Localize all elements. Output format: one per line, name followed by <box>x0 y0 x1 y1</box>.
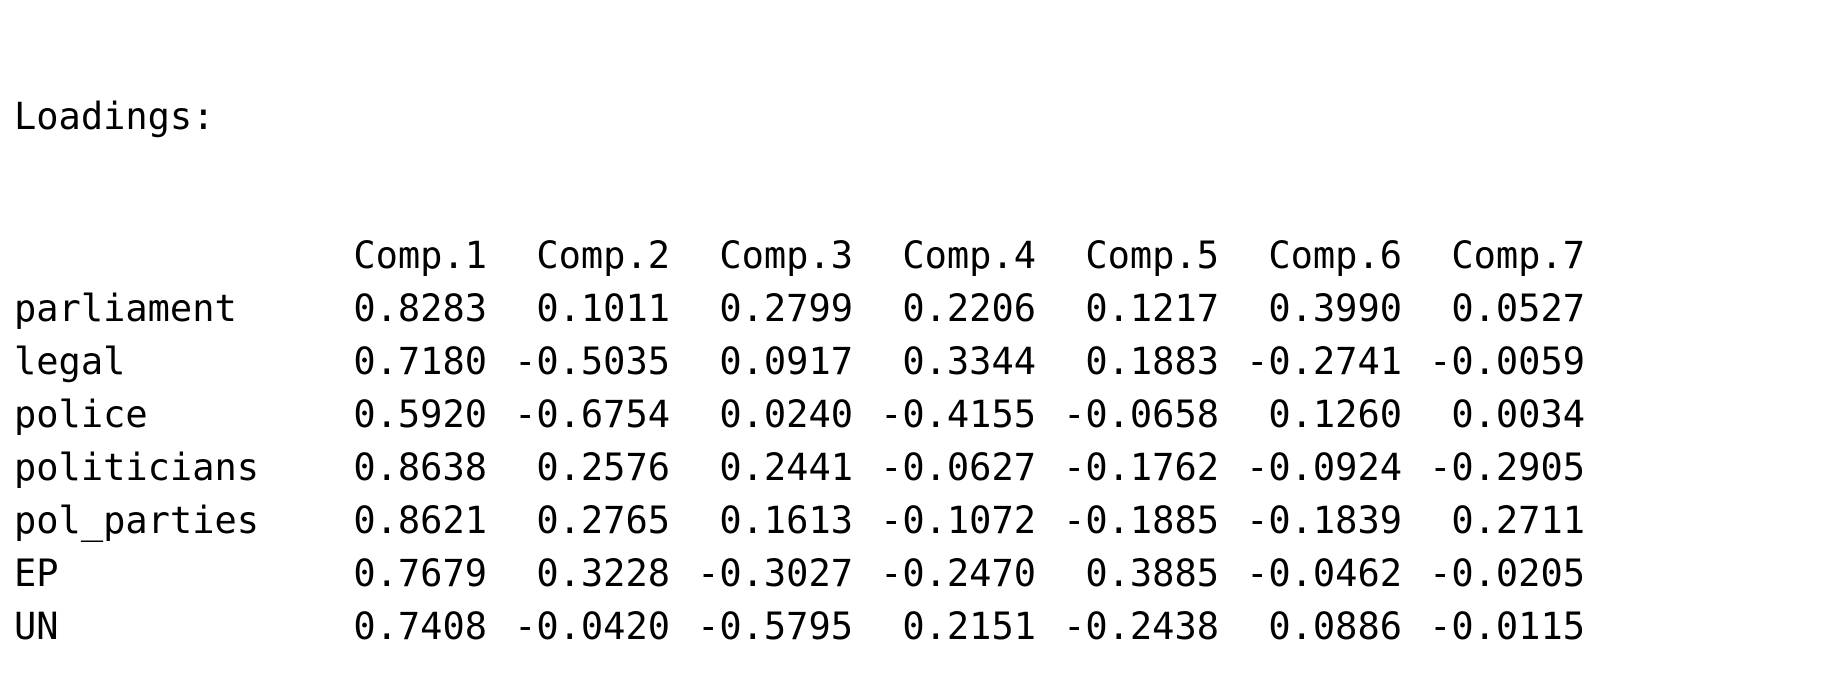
row-label: pol_parties <box>14 499 260 542</box>
table-cell: 0.7408 <box>353 605 487 648</box>
row-label: parliament <box>14 287 237 330</box>
corner-cell <box>14 229 304 282</box>
table-row: politicians 0.8638 0.2576 0.2441 -0.0627… <box>14 441 1585 494</box>
row-label: UN <box>14 605 59 648</box>
table-cell: 0.0886 <box>1268 605 1402 648</box>
table-cell: 0.3228 <box>536 552 670 595</box>
table-cell: -0.3027 <box>697 552 853 595</box>
column-header: Comp.4 <box>902 234 1036 277</box>
table-cell: -0.2438 <box>1063 605 1219 648</box>
row-label: EP <box>14 552 59 595</box>
column-header: Comp.3 <box>719 234 853 277</box>
row-label: legal <box>14 340 126 383</box>
row-label: politicians <box>14 446 260 489</box>
table-cell: 0.2206 <box>902 287 1036 330</box>
table-cell: -0.0924 <box>1246 446 1402 489</box>
row-label: police <box>14 393 148 436</box>
table-cell: -0.1072 <box>880 499 1036 542</box>
table-cell: 0.0034 <box>1451 393 1585 436</box>
table-cell: -0.1762 <box>1063 446 1219 489</box>
table-cell: -0.0205 <box>1429 552 1585 595</box>
table-cell: -0.2905 <box>1429 446 1585 489</box>
header-row: Comp.1 Comp.2 Comp.3 Comp.4 Comp.5 Comp.… <box>14 229 1585 282</box>
table-cell: 0.2799 <box>719 287 853 330</box>
table-cell: -0.1885 <box>1063 499 1219 542</box>
console-output: Loadings: Comp.1 Comp.2 Comp.3 Comp.4 Co… <box>14 0 1585 696</box>
column-header: Comp.6 <box>1268 234 1402 277</box>
table-cell: 0.2711 <box>1451 499 1585 542</box>
table-cell: 0.7679 <box>353 552 487 595</box>
table-row: parliament 0.8283 0.1011 0.2799 0.2206 0… <box>14 282 1585 335</box>
table-cell: -0.0420 <box>514 605 670 648</box>
table-cell: 0.1217 <box>1085 287 1219 330</box>
table-cell: 0.2151 <box>902 605 1036 648</box>
table-row: pol_parties 0.8621 0.2765 0.1613 -0.1072… <box>14 494 1585 547</box>
table-cell: 0.0527 <box>1451 287 1585 330</box>
table-cell: 0.0917 <box>719 340 853 383</box>
table-cell: 0.8621 <box>353 499 487 542</box>
table-cell: 0.7180 <box>353 340 487 383</box>
table-cell: -0.6754 <box>514 393 670 436</box>
table-cell: 0.0240 <box>719 393 853 436</box>
table-cell: 0.2441 <box>719 446 853 489</box>
table-cell: -0.5795 <box>697 605 853 648</box>
table-cell: 0.2576 <box>536 446 670 489</box>
loadings-table: Comp.1 Comp.2 Comp.3 Comp.4 Comp.5 Comp.… <box>14 229 1585 653</box>
table-row: EP 0.7679 0.3228 -0.3027 -0.2470 0.3885 … <box>14 547 1585 600</box>
table-cell: -0.0462 <box>1246 552 1402 595</box>
table-row: UN 0.7408 -0.0420 -0.5795 0.2151 -0.2438… <box>14 600 1585 653</box>
table-cell: -0.2470 <box>880 552 1036 595</box>
table-cell: 0.1011 <box>536 287 670 330</box>
table-cell: 0.1883 <box>1085 340 1219 383</box>
table-cell: -0.0115 <box>1429 605 1585 648</box>
table-cell: 0.8283 <box>353 287 487 330</box>
table-cell: -0.0658 <box>1063 393 1219 436</box>
table-cell: 0.8638 <box>353 446 487 489</box>
table-cell: 0.3990 <box>1268 287 1402 330</box>
column-header: Comp.2 <box>536 234 670 277</box>
table-cell: -0.5035 <box>514 340 670 383</box>
output-title: Loadings: <box>14 95 215 138</box>
table-cell: 0.5920 <box>353 393 487 436</box>
column-header: Comp.7 <box>1451 234 1585 277</box>
column-header: Comp.5 <box>1085 234 1219 277</box>
table-row: police 0.5920 -0.6754 0.0240 -0.4155 -0.… <box>14 388 1585 441</box>
table-cell: -0.1839 <box>1246 499 1402 542</box>
table-cell: -0.0627 <box>880 446 1036 489</box>
table-cell: -0.2741 <box>1246 340 1402 383</box>
table-cell: 0.1613 <box>719 499 853 542</box>
table-cell: 0.3885 <box>1085 552 1219 595</box>
table-cell: 0.1260 <box>1268 393 1402 436</box>
table-cell: 0.3344 <box>902 340 1036 383</box>
table-cell: -0.4155 <box>880 393 1036 436</box>
table-cell: 0.2765 <box>536 499 670 542</box>
column-header: Comp.1 <box>353 234 487 277</box>
table-row: legal 0.7180 -0.5035 0.0917 0.3344 0.188… <box>14 335 1585 388</box>
table-cell: -0.0059 <box>1429 340 1585 383</box>
